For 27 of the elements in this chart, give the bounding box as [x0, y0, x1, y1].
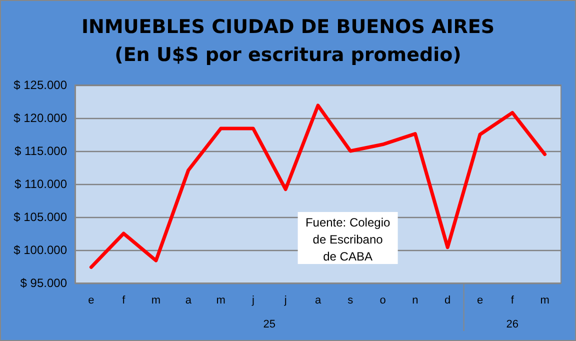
x-tick-label: a [185, 294, 192, 306]
x-tick-label: m [151, 294, 161, 306]
y-tick-label: $ 105.000 [14, 210, 68, 224]
x-tick-label: e [88, 294, 94, 306]
text: 25 [263, 318, 276, 330]
x-tick-label: f [510, 294, 515, 306]
x-tick-label: n [412, 294, 418, 306]
annotation: Fuente: Colegio de Escribano de CABA [305, 216, 390, 264]
chart-title: INMUEBLES CIUDAD DE BUENOS AIRES (En U$S por escritura promedio) [81, 16, 495, 66]
x-tick-label: j [283, 294, 287, 306]
y-tick-label: $ 95.000 [20, 276, 68, 290]
x-tick-label: o [380, 294, 386, 306]
y-tick-label: $ 115.000 [14, 144, 68, 158]
x-tick-label: f [122, 294, 126, 306]
x-tick-label: m [540, 294, 550, 306]
y-tick-label: $ 120.000 [14, 111, 68, 125]
x-tick-label: a [314, 294, 322, 306]
x-tick-label: s [348, 294, 354, 306]
x-tick-label: m [216, 294, 226, 306]
x-tick-label: d [444, 294, 451, 306]
y-tick-label: $ 110.000 [14, 177, 68, 191]
x-tick-label: j [250, 294, 254, 306]
line-series [89, 104, 547, 269]
y-tick-label: $ 125.000 [14, 78, 68, 92]
text: 26 [506, 318, 519, 330]
y-tick-label: $ 100.000 [14, 243, 68, 257]
x-tick-label: e [476, 294, 484, 306]
